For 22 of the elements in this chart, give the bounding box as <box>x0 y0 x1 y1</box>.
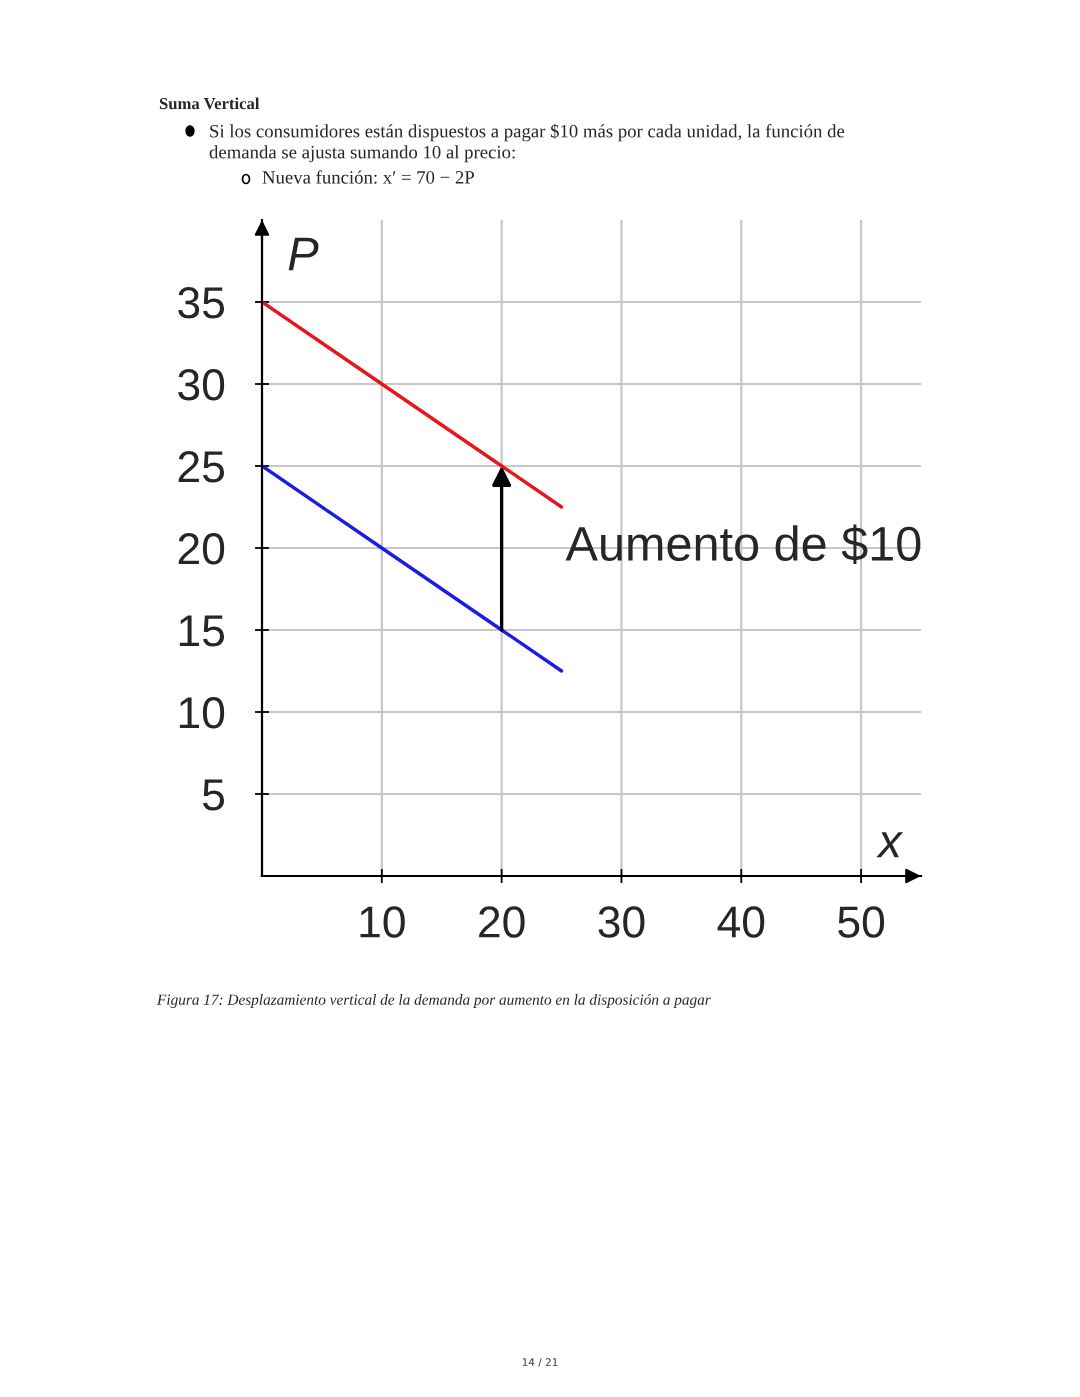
chart-title: Suma Vertical <box>159 97 260 110</box>
y-tick-label: 25 <box>178 451 225 483</box>
x-tick-label: 30 <box>598 906 645 938</box>
x-tick-label: 20 <box>479 906 525 938</box>
y-tick-label: 35 <box>178 287 225 319</box>
y-tick-label: 15 <box>179 615 225 647</box>
y-tick-label: 10 <box>179 697 225 729</box>
text: Figura 17: Desplazamiento vertical de la demanda por aumento en la disposición a pagar <box>156 994 711 1008</box>
x-axis-title: x <box>876 832 904 858</box>
line-series <box>262 464 564 673</box>
x-tick-label: 40 <box>717 906 765 938</box>
text: 14 / 21 <box>522 1358 558 1367</box>
text: Nueva función: x′ = 70 − 2P <box>262 170 474 184</box>
x-tick-label: 50 <box>838 906 885 938</box>
x-tick-label: 10 <box>360 906 405 938</box>
line-series <box>262 300 564 509</box>
y-tick-label: 30 <box>178 369 225 401</box>
chart-subtitle: Si los consumidores están dispuestos a pagar $10 más por cada unidad, la función de demanda se ajusta sumando 10 al precio: <box>209 123 845 163</box>
y-tick-label: 5 <box>202 779 225 811</box>
y-axis-title: P <box>288 237 319 271</box>
annotation: Aumento de $10 <box>565 524 921 564</box>
y-tick-label: 20 <box>178 533 225 565</box>
